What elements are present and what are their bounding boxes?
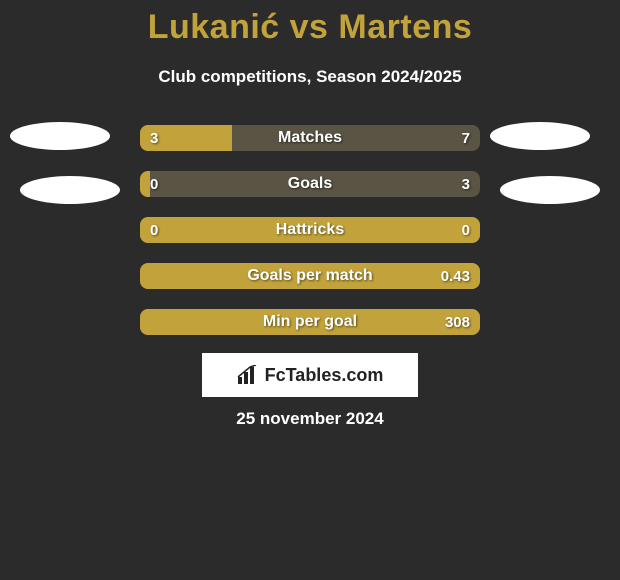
page-title: Lukanić vs Martens (0, 0, 620, 47)
stat-row-matches: Matches3 7 (0, 125, 620, 151)
bars-chart-icon (237, 365, 259, 385)
comparison-card: Lukanić vs Martens Club competitions, Se… (0, 0, 620, 580)
stat-label: Goals (140, 171, 480, 197)
stat-value-right: 3 (462, 171, 470, 197)
stat-row-goals-per-match: Goals per match0.43 (0, 263, 620, 289)
stat-value-left: 3 (150, 125, 158, 151)
stat-bar: Min per goal (140, 309, 480, 335)
stat-value-left: 0 (150, 217, 158, 243)
stat-value-right: 308 (445, 309, 470, 335)
stat-row-hattricks: Hattricks0 0 (0, 217, 620, 243)
stat-value-right: 7 (462, 125, 470, 151)
stat-label: Matches (140, 125, 480, 151)
snapshot-date: 25 november 2024 (0, 409, 620, 429)
subtitle: Club competitions, Season 2024/2025 (0, 67, 620, 87)
stat-label: Hattricks (140, 217, 480, 243)
stat-value-right: 0 (462, 217, 470, 243)
stat-bar: Matches (140, 125, 480, 151)
stat-bar: Goals per match (140, 263, 480, 289)
stat-label: Goals per match (140, 263, 480, 289)
stat-row-goals: Goals0 3 (0, 171, 620, 197)
stat-value-left: 0 (150, 171, 158, 197)
stat-bar: Goals (140, 171, 480, 197)
stat-value-right: 0.43 (441, 263, 470, 289)
stat-label: Min per goal (140, 309, 480, 335)
site-logo: FcTables.com (202, 353, 418, 397)
site-logo-text: FcTables.com (265, 365, 384, 386)
stat-bar: Hattricks (140, 217, 480, 243)
stat-row-min-per-goal: Min per goal308 (0, 309, 620, 335)
